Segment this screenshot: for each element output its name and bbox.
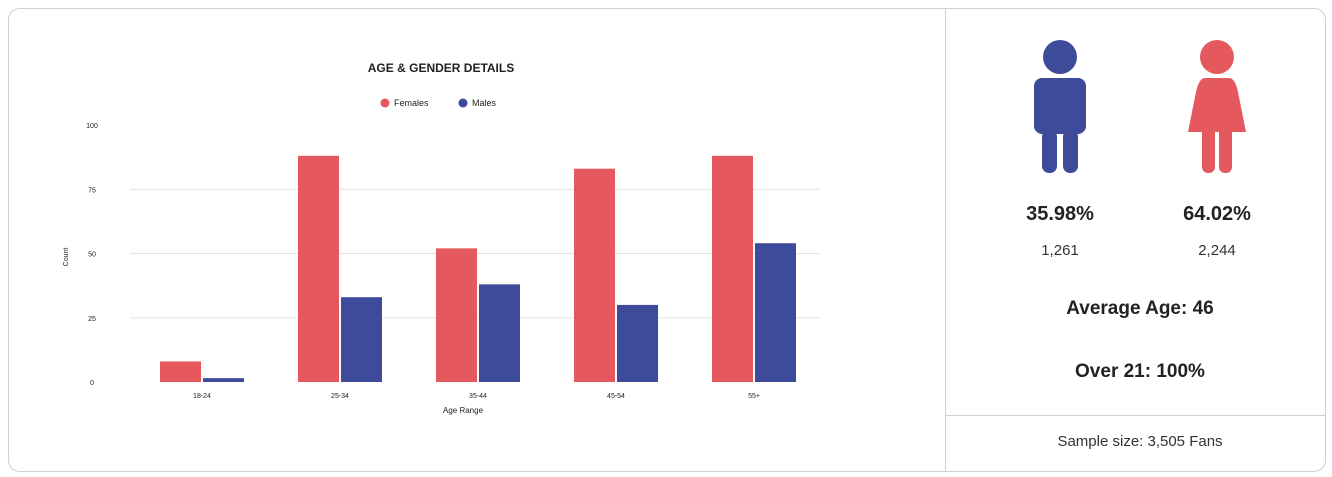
y-tick-label: 75 [88, 187, 96, 194]
bar-females-35-44 [436, 248, 477, 382]
male-count: 1,261 [1041, 242, 1079, 259]
x-tick-label: 35-44 [469, 393, 487, 400]
bar-females-25-34 [298, 155, 339, 382]
y-tick-label: 25 [88, 316, 96, 323]
bar-females-55+ [712, 155, 753, 382]
legend-label-males: Males [472, 98, 497, 108]
bar-males-45-54 [617, 304, 658, 382]
bar-males-35-44 [479, 284, 520, 382]
x-tick-label: 55+ [748, 393, 760, 400]
legend-swatch-females [380, 98, 390, 108]
legend-label-females: Females [394, 98, 429, 108]
footer-divider [946, 415, 1326, 416]
female-percent: 64.02% [1183, 203, 1251, 225]
average-age: Average Age: 46 [1066, 298, 1214, 319]
y-tick-label: 100 [86, 123, 98, 130]
y-tick-label: 0 [90, 380, 94, 387]
male-person-icon [1034, 40, 1086, 173]
x-tick-label: 45-54 [607, 393, 625, 400]
sample-size: Sample size: 3,505 Fans [1057, 433, 1223, 450]
x-tick-label: 18-24 [193, 393, 211, 400]
age-gender-chart: AGE & GENDER DETAILS Females Males 0 25 50 75 1… [63, 61, 820, 415]
female-person-icon [1188, 40, 1246, 173]
bar-males-18-24 [203, 378, 244, 382]
bar-females-18-24 [160, 361, 201, 382]
bar-males-55+ [755, 243, 796, 382]
dashboard-card [8, 8, 1326, 472]
panel-divider [945, 8, 946, 472]
bar-males-25-34 [341, 297, 382, 382]
y-tick-label: 50 [88, 252, 96, 259]
male-percent: 35.98% [1026, 203, 1094, 225]
x-axis-label: Age Range [443, 406, 484, 415]
female-count: 2,244 [1198, 242, 1236, 259]
legend-swatch-males [458, 98, 468, 108]
bar-females-45-54 [574, 168, 615, 382]
chart-title: AGE & GENDER DETAILS [368, 61, 514, 75]
x-tick-label: 25-34 [331, 393, 349, 400]
y-axis-label: Count [63, 248, 70, 267]
over-21: Over 21: 100% [1075, 361, 1205, 382]
